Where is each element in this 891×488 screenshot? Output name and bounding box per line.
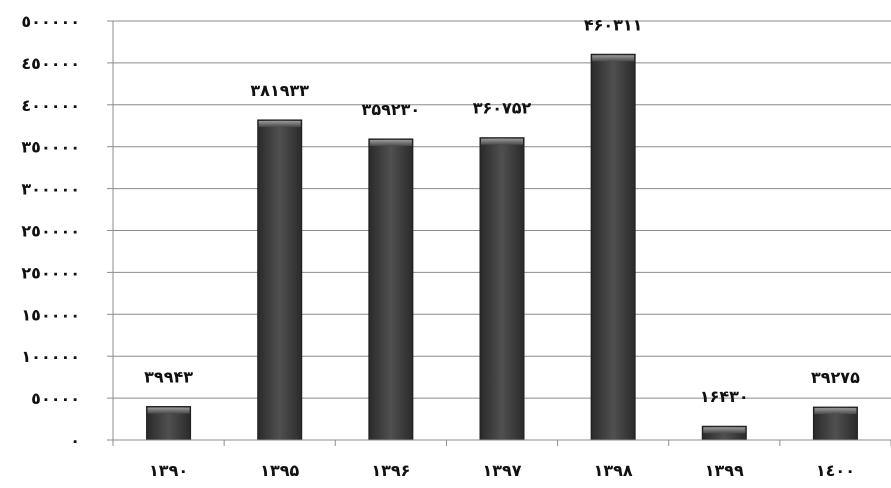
bar bbox=[590, 53, 636, 441]
data-label: ۳۹۲۷۵ bbox=[811, 368, 860, 387]
bar bbox=[812, 406, 858, 441]
axes bbox=[112, 21, 891, 446]
x-tick-label: ۱۳۹۸ bbox=[594, 461, 633, 480]
bar bbox=[257, 119, 303, 441]
data-label: ۳۹۹۴۳ bbox=[144, 368, 193, 387]
x-tick-label: ۱٤۰۰ bbox=[816, 461, 855, 480]
bar-body bbox=[368, 138, 414, 441]
bar-highlight bbox=[592, 55, 635, 62]
y-tick-label: ۱٥۰۰۰۰ bbox=[21, 305, 80, 324]
data-label: ۴۶۰۳۱۱ bbox=[584, 15, 643, 34]
bar bbox=[479, 137, 525, 441]
x-tick-label: ۱۳۹۷ bbox=[482, 461, 521, 480]
bars bbox=[146, 53, 858, 441]
bar-highlight bbox=[814, 408, 857, 415]
y-tick-label: ٥۰۰۰۰۰ bbox=[21, 12, 80, 31]
bar-body bbox=[479, 137, 525, 441]
y-axis-ticks: ۰ ٥۰۰۰۰ ۱۰۰۰۰۰ ۱٥۰۰۰۰ ۲٥۰۰۰۰ ۲٥۰۰۰۰ ۳۰۰۰۰۰ ۳٥۰۰… bbox=[21, 12, 113, 450]
data-label: ۱۶۴۳۰ bbox=[700, 387, 749, 406]
y-tick-label: ۳۰۰۰۰۰ bbox=[21, 180, 80, 199]
y-tick-label: ٤٥۰۰۰۰ bbox=[21, 54, 80, 73]
bar bbox=[368, 138, 414, 441]
bar-highlight bbox=[703, 427, 746, 434]
x-tick-label: ۱۳۹۶ bbox=[371, 461, 410, 480]
y-tick-label: ۳٥۰۰۰۰ bbox=[21, 138, 80, 157]
bar bbox=[146, 406, 192, 441]
x-axis-ticks: ۱۳۹۰ ۱۳۹۵ ۱۳۹۶ ۱۳۹۷ ۱۳۹۸ ۱۳۹۹ ۱٤۰۰ bbox=[149, 461, 855, 480]
data-label: ۳۸۱۹۳۳ bbox=[250, 81, 309, 100]
bar bbox=[701, 425, 747, 441]
bar-body bbox=[257, 119, 303, 441]
data-label: ۳۵۹۲۳۰ bbox=[362, 100, 421, 119]
y-tick-label: ۲٥۰۰۰۰ bbox=[21, 222, 80, 241]
bar-highlight bbox=[258, 120, 301, 127]
x-tick-label: ۱۳۹۹ bbox=[705, 461, 744, 480]
bar-body bbox=[590, 53, 636, 441]
x-tick-label: ۱۳۹۵ bbox=[260, 461, 299, 480]
y-tick-label: ٤۰۰۰۰۰ bbox=[21, 96, 80, 115]
x-tick-label: ۱۳۹۰ bbox=[149, 461, 188, 480]
y-tick-label: ۰ bbox=[70, 431, 80, 450]
y-tick-label: ۲٥۰۰۰۰ bbox=[21, 263, 80, 282]
bar-highlight bbox=[369, 139, 412, 146]
bar-highlight bbox=[147, 407, 190, 414]
bar-highlight bbox=[481, 138, 523, 145]
y-tick-label: ۱۰۰۰۰۰ bbox=[21, 347, 80, 366]
y-tick-label: ٥۰۰۰۰ bbox=[31, 389, 80, 408]
data-label: ۳۶۰۷۵۲ bbox=[473, 99, 532, 118]
data-labels: ۳۹۹۴۳ ۳۸۱۹۳۳ ۳۵۹۲۳۰ ۳۶۰۷۵۲ ۴۶۰۳۱۱ ۱۶۴۳۰ ۳۹۲۷۵ bbox=[144, 15, 860, 406]
